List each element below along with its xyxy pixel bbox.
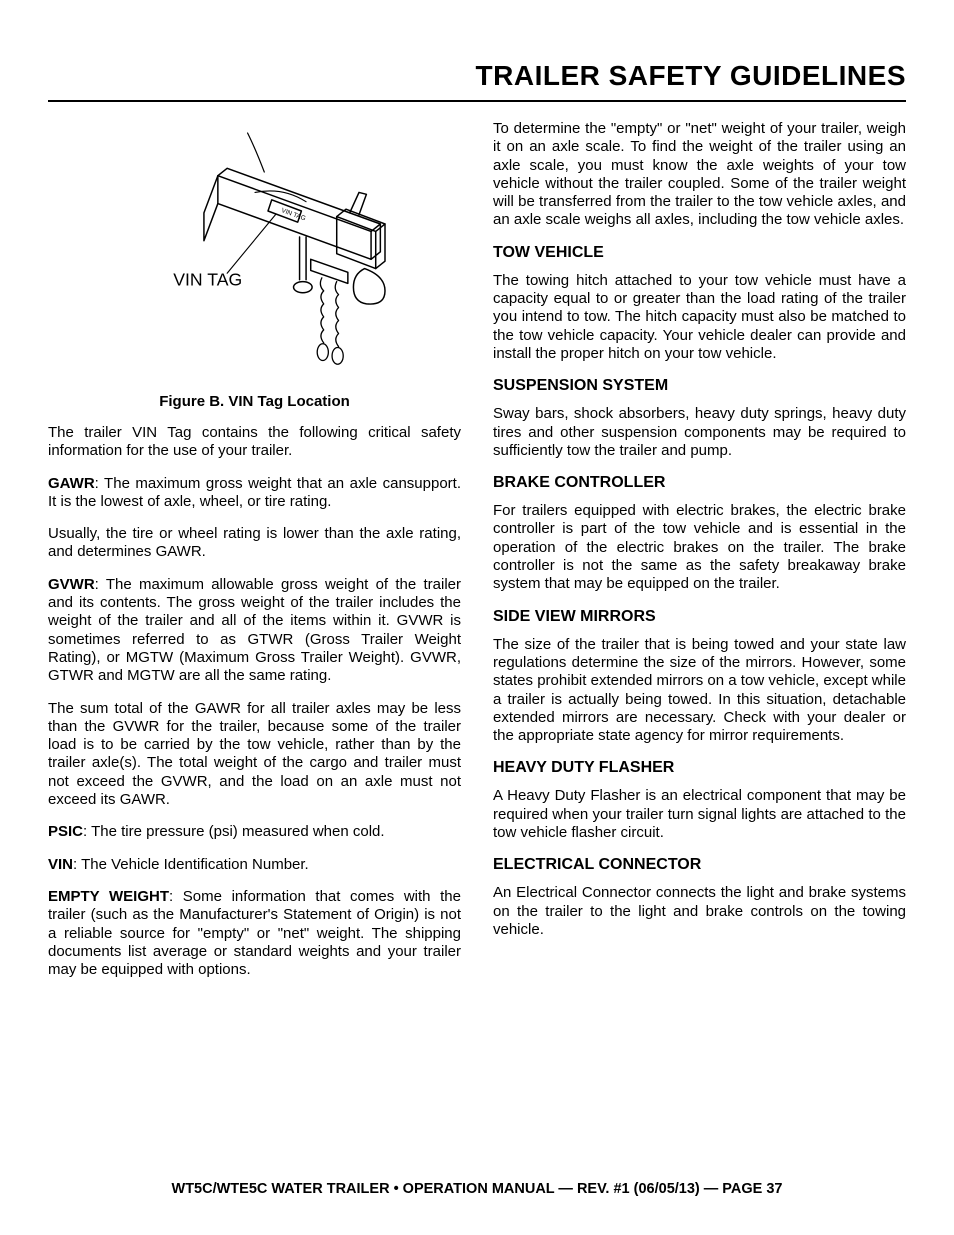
header-rule bbox=[48, 100, 906, 102]
figure-caption: Figure B. VIN Tag Location bbox=[48, 393, 461, 410]
gawr-note: Usually, the tire or wheel rating is low… bbox=[48, 525, 461, 562]
gawr-term: GAWR bbox=[48, 475, 95, 492]
gawr-definition: GAWR: The maximum gross weight that an a… bbox=[48, 475, 461, 512]
intro-text: The trailer VIN Tag contains the followi… bbox=[48, 424, 461, 461]
gawr-text: : The maximum gross weight that an axle … bbox=[48, 475, 461, 510]
page-header: TRAILER SAFETY GUIDELINES bbox=[48, 60, 906, 92]
side-mirrors-heading: SIDE VIEW MIRRORS bbox=[493, 608, 906, 626]
tow-vehicle-text: The towing hitch attached to your tow ve… bbox=[493, 272, 906, 363]
content-columns: VIN TAG VIN TAG Figure B. VIN Tag Locati… bbox=[48, 120, 906, 993]
heavy-duty-flasher-heading: HEAVY DUTY FLASHER bbox=[493, 759, 906, 777]
figure-b: VIN TAG VIN TAG Figure B. VIN Tag Locati… bbox=[48, 120, 461, 410]
page-footer: WT5C/WTE5C WATER TRAILER • OPERATION MAN… bbox=[0, 1181, 954, 1197]
heavy-duty-flasher-text: A Heavy Duty Flasher is an electrical co… bbox=[493, 787, 906, 842]
brake-controller-text: For trailers equipped with electric brak… bbox=[493, 502, 906, 593]
tow-vehicle-heading: TOW VEHICLE bbox=[493, 244, 906, 262]
vin-definition: VIN: The Vehicle Identification Number. bbox=[48, 856, 461, 874]
right-column: To determine the "empty" or "net" weight… bbox=[493, 120, 906, 993]
psic-definition: PSIC: The tire pressure (psi) measured w… bbox=[48, 823, 461, 841]
vin-text: : The Vehicle Identification Number. bbox=[73, 856, 309, 873]
electrical-connector-text: An Electrical Connector connects the lig… bbox=[493, 884, 906, 939]
gvwr-text: : The maximum allowable gross weight of … bbox=[48, 576, 461, 684]
psic-text: : The tire pressure (psi) measured when … bbox=[83, 823, 385, 840]
left-column: VIN TAG VIN TAG Figure B. VIN Tag Locati… bbox=[48, 120, 461, 993]
side-mirrors-text: The size of the trailer that is being to… bbox=[493, 636, 906, 746]
vin-term: VIN bbox=[48, 856, 73, 873]
gvwr-note: The sum total of the GAWR for all traile… bbox=[48, 700, 461, 810]
page-title: TRAILER SAFETY GUIDELINES bbox=[476, 60, 906, 91]
brake-controller-heading: BRAKE CONTROLLER bbox=[493, 474, 906, 492]
vin-tag-diagram-icon: VIN TAG VIN TAG bbox=[105, 120, 405, 385]
suspension-text: Sway bars, shock absorbers, heavy duty s… bbox=[493, 405, 906, 460]
determine-weight-text: To determine the "empty" or "net" weight… bbox=[493, 120, 906, 230]
gvwr-definition: GVWR: The maximum allowable gross weight… bbox=[48, 576, 461, 686]
psic-term: PSIC bbox=[48, 823, 83, 840]
electrical-connector-heading: ELECTRICAL CONNECTOR bbox=[493, 856, 906, 874]
gvwr-term: GVWR bbox=[48, 576, 95, 593]
vin-tag-label: VIN TAG bbox=[173, 269, 242, 289]
empty-term: EMPTY WEIGHT bbox=[48, 888, 169, 905]
suspension-heading: SUSPENSION SYSTEM bbox=[493, 377, 906, 395]
empty-weight-definition: EMPTY WEIGHT: Some information that come… bbox=[48, 888, 461, 979]
